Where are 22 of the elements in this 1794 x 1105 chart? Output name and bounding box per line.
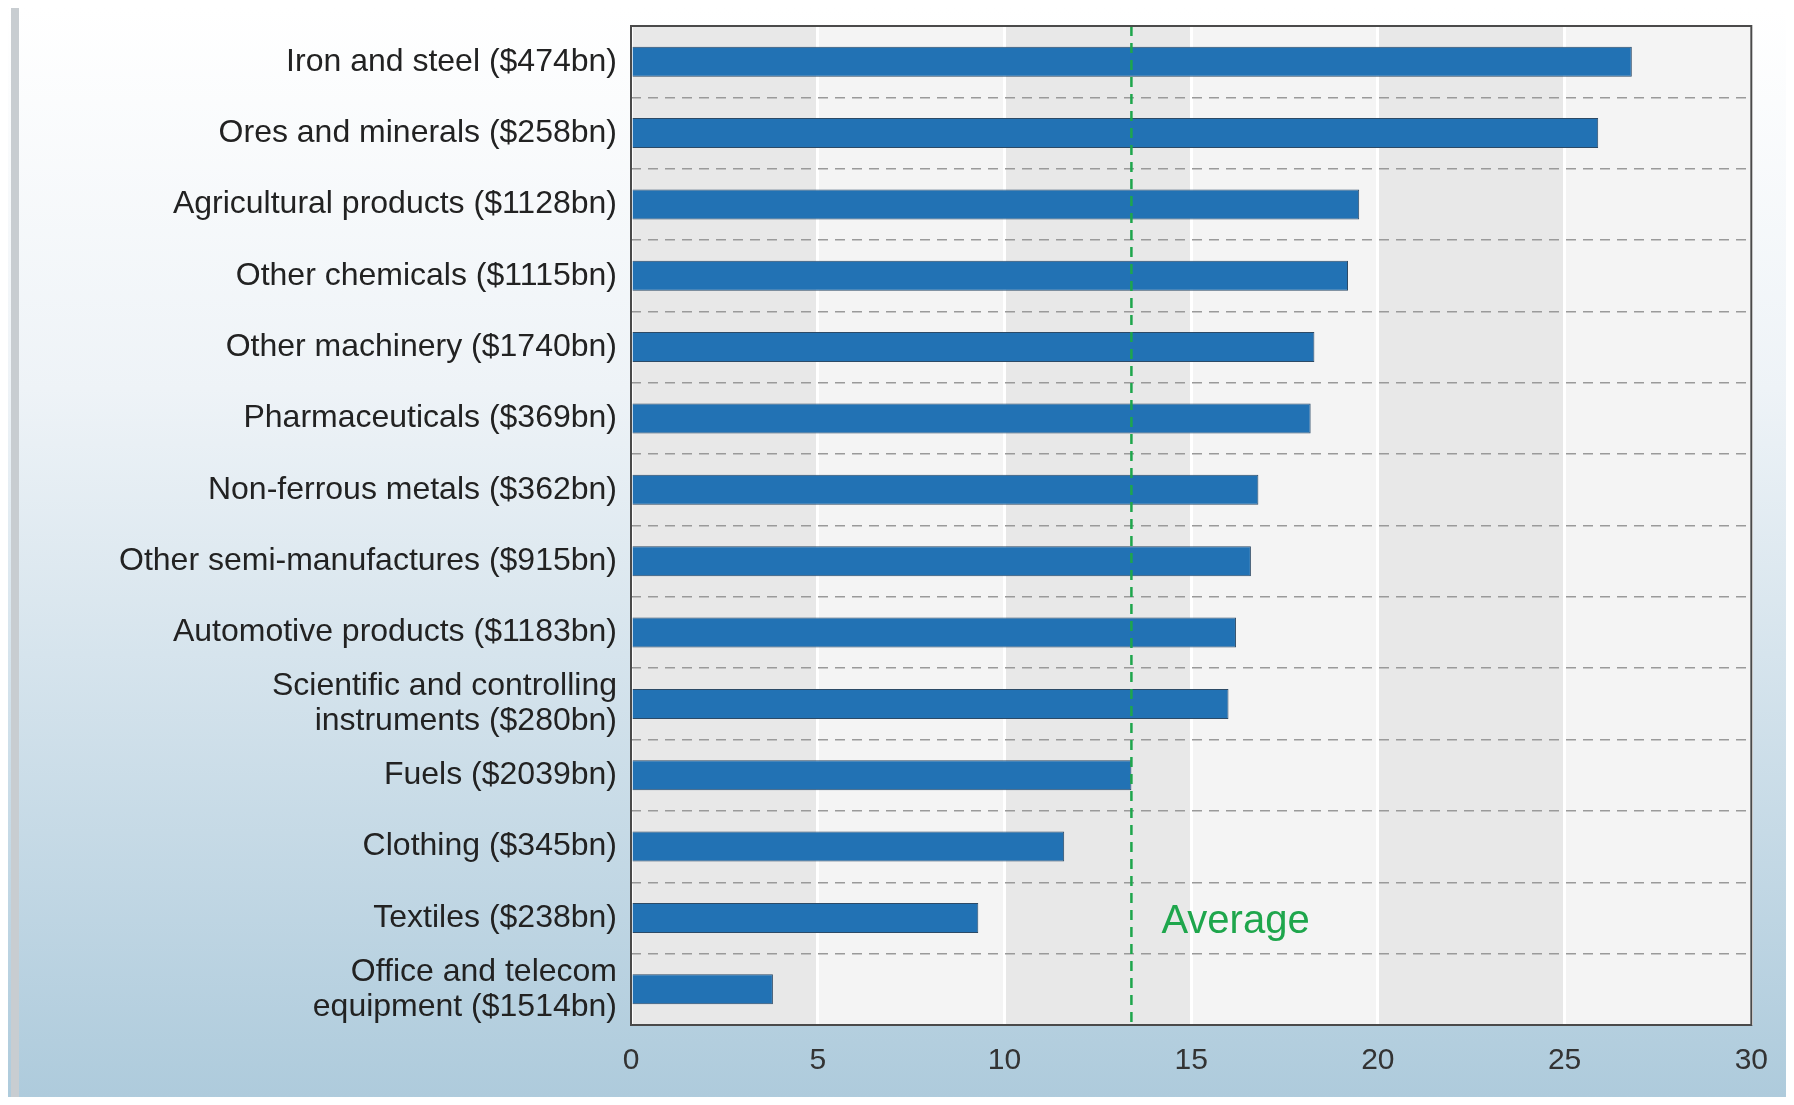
y-tick-label: Iron and steel ($474bn) xyxy=(286,41,617,78)
x-tick-label: 10 xyxy=(987,1042,1022,1076)
y-tick-label: Non-ferrous metals ($362bn) xyxy=(207,469,617,506)
x-tick-label: 0 xyxy=(622,1042,640,1076)
y-tick-label: Agricultural products ($1128bn) xyxy=(172,184,617,221)
y-tick-label: Scientific and controlling instruments ($280bn) xyxy=(271,666,617,738)
y-tick-label: Fuels ($2039bn) xyxy=(383,755,617,792)
y-tick-label: Pharmaceuticals ($369bn) xyxy=(243,398,617,435)
y-tick-label: Clothing ($345bn) xyxy=(362,826,617,863)
y-tick-label: Other machinery ($1740bn) xyxy=(225,326,617,363)
x-tick-label: 20 xyxy=(1361,1042,1395,1076)
y-tick-label: Other semi-manufactures ($915bn) xyxy=(119,541,617,578)
y-tick-label: Ores and minerals ($258bn) xyxy=(218,112,617,149)
y-tick-label: Other chemicals ($1115bn) xyxy=(235,255,617,292)
y-tick-label: Office and telecom equipment ($1514bn) xyxy=(312,951,617,1023)
x-tick-label: 30 xyxy=(1734,1042,1768,1076)
y-tick-label: Automotive products ($1183bn) xyxy=(172,612,617,649)
y-tick-label: Textiles ($238bn) xyxy=(373,897,617,934)
x-tick-label: 25 xyxy=(1547,1042,1582,1076)
x-tick-label: 15 xyxy=(1174,1042,1208,1076)
ref-line-label: Average xyxy=(1161,897,1310,942)
x-tick-label: 5 xyxy=(809,1042,827,1076)
